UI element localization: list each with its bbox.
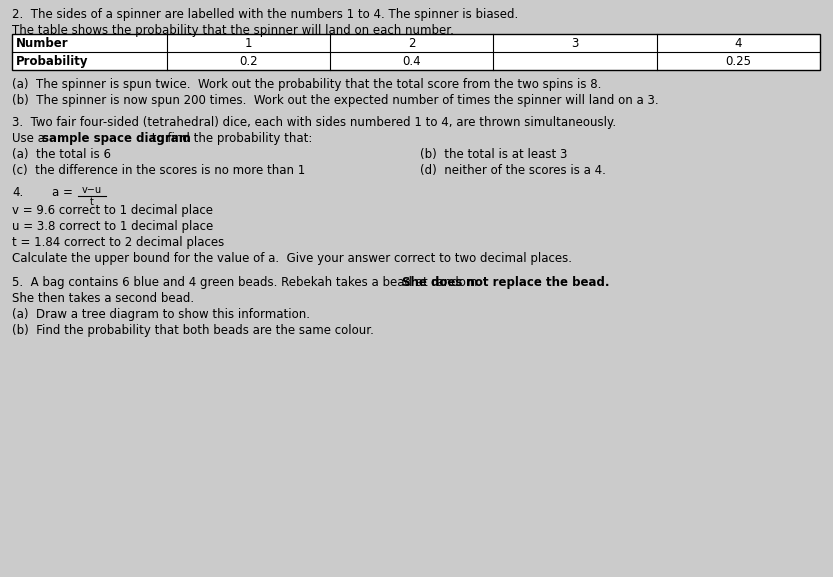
Text: a =: a = xyxy=(52,186,77,199)
Text: (a)  Draw a tree diagram to show this information.: (a) Draw a tree diagram to show this inf… xyxy=(12,308,310,321)
Text: 0.25: 0.25 xyxy=(726,55,751,68)
Text: 3.  Two fair four-sided (tetrahedral) dice, each with sides numbered 1 to 4, are: 3. Two fair four-sided (tetrahedral) dic… xyxy=(12,116,616,129)
Text: She does not replace the bead.: She does not replace the bead. xyxy=(402,276,610,289)
Text: t = 1.84 correct to 2 decimal places: t = 1.84 correct to 2 decimal places xyxy=(12,236,224,249)
Text: 3: 3 xyxy=(571,37,579,50)
Text: (d)  neither of the scores is a 4.: (d) neither of the scores is a 4. xyxy=(420,164,606,177)
Text: sample space diagram: sample space diagram xyxy=(42,132,191,145)
Text: (b)  Find the probability that both beads are the same colour.: (b) Find the probability that both beads… xyxy=(12,324,374,337)
Text: Number: Number xyxy=(16,37,68,50)
Text: (b)  The spinner is now spun 200 times.  Work out the expected number of times t: (b) The spinner is now spun 200 times. W… xyxy=(12,94,659,107)
Text: (a)  The spinner is spun twice.  Work out the probability that the total score f: (a) The spinner is spun twice. Work out … xyxy=(12,78,601,91)
Text: Use a: Use a xyxy=(12,132,48,145)
Text: 2: 2 xyxy=(408,37,416,50)
Text: to find the probability that:: to find the probability that: xyxy=(148,132,312,145)
Text: (a)  the total is 6: (a) the total is 6 xyxy=(12,148,111,161)
Text: 1: 1 xyxy=(245,37,252,50)
Text: 0.4: 0.4 xyxy=(402,55,421,68)
Text: v−u: v−u xyxy=(82,185,102,195)
Bar xyxy=(12,34,820,70)
Text: 4: 4 xyxy=(735,37,742,50)
Text: Calculate the upper bound for the value of a.  Give your answer correct to two d: Calculate the upper bound for the value … xyxy=(12,252,572,265)
Text: 2.  The sides of a spinner are labelled with the numbers 1 to 4. The spinner is : 2. The sides of a spinner are labelled w… xyxy=(12,8,518,21)
Text: 4.: 4. xyxy=(12,186,23,199)
Text: t: t xyxy=(90,197,94,207)
Text: v = 9.6 correct to 1 decimal place: v = 9.6 correct to 1 decimal place xyxy=(12,204,213,217)
Text: u = 3.8 correct to 1 decimal place: u = 3.8 correct to 1 decimal place xyxy=(12,220,213,233)
Text: Probability: Probability xyxy=(16,55,88,68)
Text: 5.  A bag contains 6 blue and 4 green beads. Rebekah takes a bead at random.: 5. A bag contains 6 blue and 4 green bea… xyxy=(12,276,489,289)
Text: The table shows the probability that the spinner will land on each number.: The table shows the probability that the… xyxy=(12,24,454,37)
Text: She then takes a second bead.: She then takes a second bead. xyxy=(12,292,194,305)
Text: (c)  the difference in the scores is no more than 1: (c) the difference in the scores is no m… xyxy=(12,164,305,177)
Text: 0.2: 0.2 xyxy=(239,55,258,68)
Text: (b)  the total is at least 3: (b) the total is at least 3 xyxy=(420,148,567,161)
